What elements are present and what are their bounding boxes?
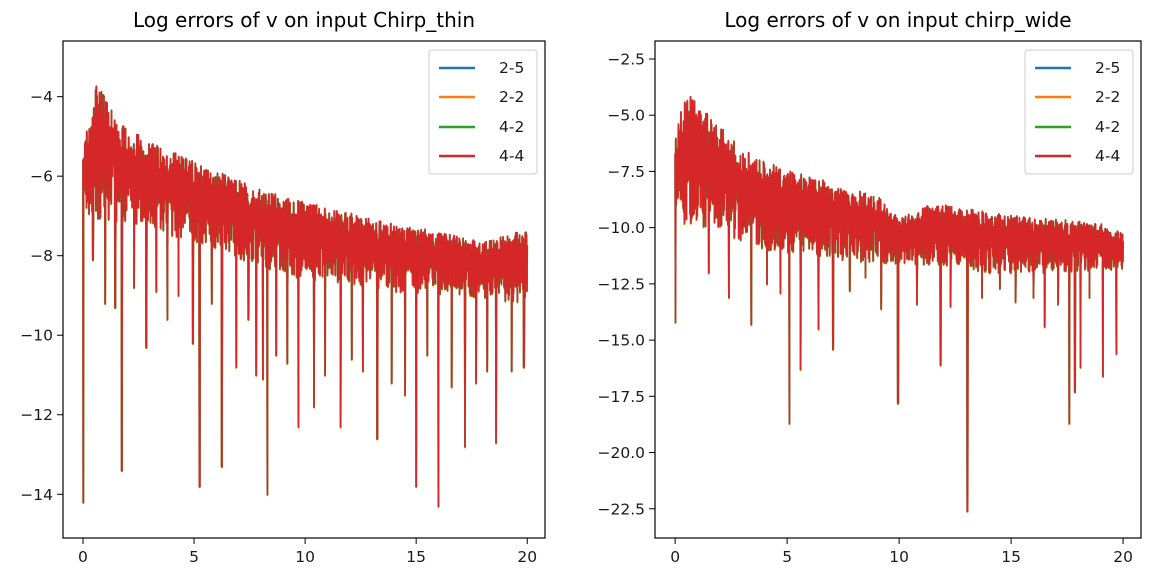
x-tick-label: 5 xyxy=(189,548,199,566)
y-tick-label: −22.5 xyxy=(598,500,646,518)
x-tick-label: 20 xyxy=(517,548,537,566)
y-tick-label: −12.5 xyxy=(598,275,646,293)
x-tick-label: 10 xyxy=(295,548,315,566)
x-tick-label: 5 xyxy=(782,548,792,566)
chart-left: Log errors of v on input Chirp_thin 0 5 10… xyxy=(20,8,546,566)
y-tick-label: −10.0 xyxy=(598,219,646,237)
y-tick-label: −12 xyxy=(20,406,53,424)
axis-ticks-left: 0 5 10 15 20 −14 −12 −10 −8 −6 −4 xyxy=(20,88,537,566)
legend: 2-5 2-2 4-2 4-4 xyxy=(1024,49,1134,175)
x-tick-label: 0 xyxy=(670,548,680,566)
legend: 2-5 2-2 4-2 4-4 xyxy=(428,49,538,175)
x-tick-label: 10 xyxy=(889,548,909,566)
legend-label: 4-4 xyxy=(499,147,524,165)
legend-label: 2-5 xyxy=(1095,59,1120,77)
axes-frame xyxy=(62,40,546,539)
y-tick-label: −10 xyxy=(20,327,53,345)
legend-label: 4-2 xyxy=(1095,118,1120,136)
x-tick-label: 15 xyxy=(406,548,426,566)
y-tick-label: −4 xyxy=(30,88,53,106)
legend-label: 2-2 xyxy=(1095,88,1120,106)
x-tick-label: 0 xyxy=(78,548,88,566)
plot-area-left xyxy=(82,85,529,509)
chart-right: Log errors of v on input chirp_wide 0 5 10… xyxy=(598,8,1142,566)
y-tick-label: −17.5 xyxy=(598,388,646,406)
series-line-4-4 xyxy=(674,95,1124,512)
legend-box xyxy=(1024,49,1134,175)
x-tick-label: 15 xyxy=(1001,548,1021,566)
y-tick-label: −14 xyxy=(20,486,53,504)
legend-label: 2-2 xyxy=(499,88,524,106)
y-tick-label: −20.0 xyxy=(598,444,646,462)
legend-label: 2-5 xyxy=(499,59,524,77)
x-tick-label: 20 xyxy=(1113,548,1133,566)
y-tick-label: −6 xyxy=(30,168,53,186)
y-tick-label: −8 xyxy=(30,247,53,265)
chart-title: Log errors of v on input Chirp_thin xyxy=(133,8,475,32)
legend-box xyxy=(428,49,538,175)
y-tick-label: −15.0 xyxy=(598,332,646,350)
y-tick-label: −5.0 xyxy=(607,107,645,125)
axes-frame xyxy=(654,40,1142,539)
legend-label: 4-2 xyxy=(499,118,524,136)
y-tick-label: −2.5 xyxy=(607,50,645,68)
y-tick-label: −7.5 xyxy=(607,163,645,181)
series-line-4-4 xyxy=(82,85,528,507)
axis-ticks-right: 0 5 10 15 20 −22.5 −20.0 −17.5 −15.0 −12.5 −10.0 −7… xyxy=(598,50,1133,566)
chart-title: Log errors of v on input chirp_wide xyxy=(724,8,1071,32)
plot-area-right xyxy=(674,95,1124,513)
legend-label: 4-4 xyxy=(1095,147,1120,165)
